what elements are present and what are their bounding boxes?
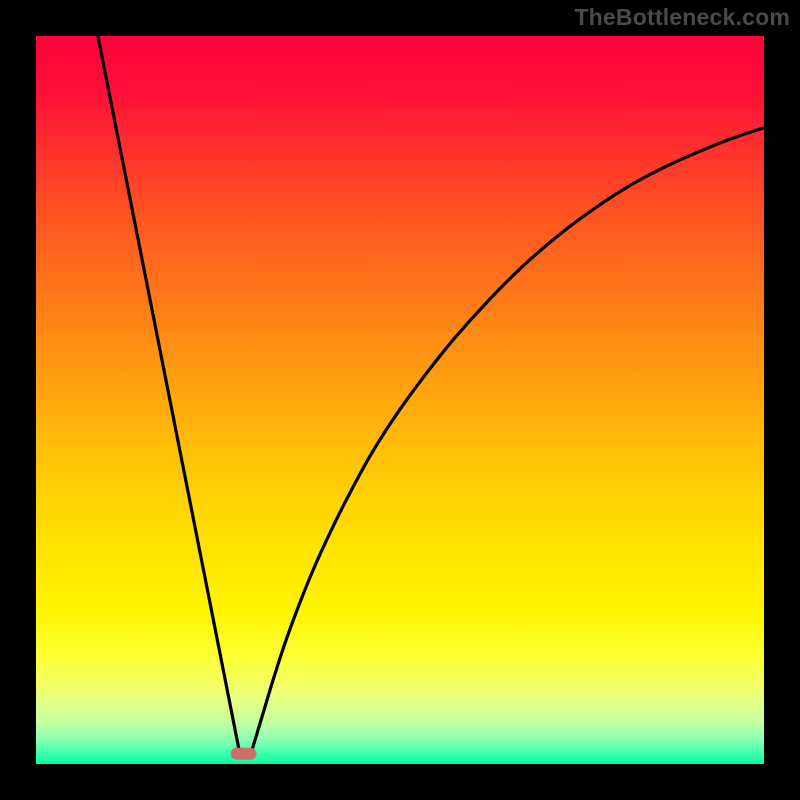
trough-marker <box>230 748 256 760</box>
frame: TheBottleneck.com <box>0 0 800 800</box>
chart-svg <box>0 0 800 800</box>
plot-background <box>36 36 764 764</box>
